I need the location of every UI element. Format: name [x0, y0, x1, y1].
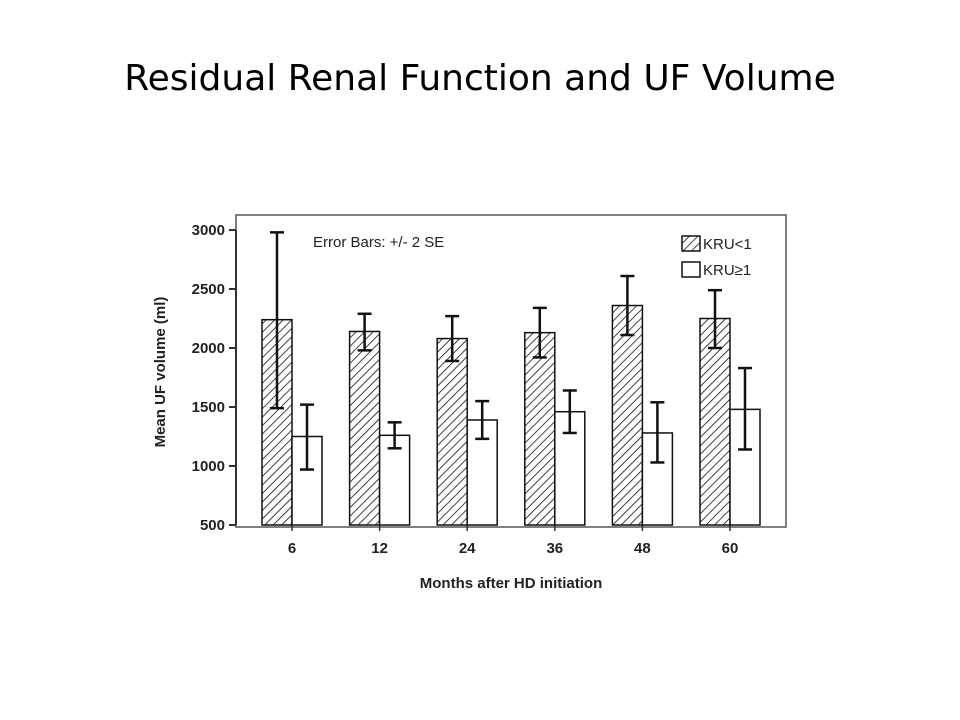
- error-bar-kru-lt1-48: [620, 274, 635, 337]
- error-bar-kru-ge1-60: [738, 366, 752, 451]
- y-axis-ticks: 500 1000 1500 2000 2500 3000: [192, 222, 236, 534]
- error-bar-kru-lt1-12: [357, 312, 372, 352]
- error-bar-kru-ge1-12: [387, 421, 402, 450]
- error-bar-kru-lt1-36: [532, 306, 547, 359]
- y-tick-label: 1000: [192, 458, 225, 475]
- x-tick-label: 12: [371, 540, 388, 557]
- bar-kru-lt1-6: [261, 318, 293, 526]
- y-tick-label: 1500: [192, 399, 225, 416]
- y-tick-label: 500: [200, 517, 225, 534]
- legend-swatch-kru-ge1: [681, 261, 701, 278]
- bar-kru-lt1-24: [436, 337, 468, 526]
- bar-kru-ge1-36: [554, 410, 586, 526]
- bar-kru-lt1-36: [524, 331, 556, 526]
- error-bar-kru-ge1-24: [475, 399, 490, 441]
- error-bar-kru-lt1-6: [270, 231, 284, 410]
- legend-label-kru-ge1: KRU≥1: [703, 262, 751, 279]
- y-axis-label: Mean UF volume (ml): [152, 297, 169, 448]
- x-tick-label: 48: [634, 540, 651, 557]
- x-tick-label: 6: [288, 540, 296, 557]
- bar-kru-ge1-12: [378, 434, 411, 526]
- x-tick-label: 24: [459, 540, 476, 557]
- x-axis-label: Months after HD initiation: [420, 575, 603, 592]
- x-tick-label: 60: [722, 540, 739, 557]
- bar-kru-lt1-48: [611, 304, 644, 526]
- slide-title: Residual Renal Function and UF Volume: [124, 58, 836, 99]
- y-tick-label: 2500: [192, 281, 225, 298]
- error-bar-kru-lt1-24: [445, 314, 460, 363]
- y-tick-label: 3000: [192, 222, 225, 239]
- error-bar-kru-lt1-60: [708, 288, 722, 350]
- error-bars: [270, 231, 752, 471]
- x-tick-label: 36: [546, 540, 563, 557]
- bars: [261, 304, 761, 526]
- error-bar-kru-ge1-36: [562, 389, 577, 435]
- bar-kru-lt1-60: [699, 317, 731, 526]
- x-axis-ticks: 6 12 24 36 48 60: [288, 525, 739, 557]
- annotation: Error Bars: +/- 2 SE: [313, 234, 444, 251]
- error-bar-kru-ge1-6: [300, 403, 314, 471]
- bar-kru-lt1-12: [348, 330, 381, 526]
- legend-swatch-kru-lt1: [681, 235, 701, 252]
- legend-label-kru-lt1: KRU<1: [703, 236, 752, 253]
- error-bar-kru-ge1-48: [650, 401, 665, 464]
- y-tick-label: 2000: [192, 340, 225, 357]
- legend: KRU<1 KRU≥1: [681, 235, 752, 279]
